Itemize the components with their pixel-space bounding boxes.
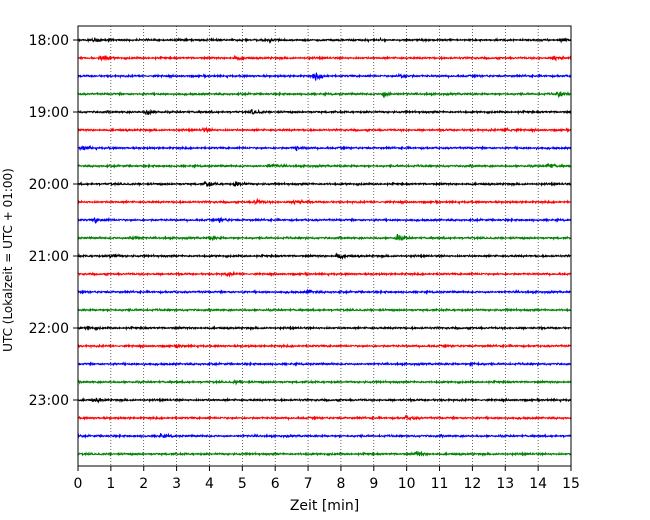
- trace-2000: [77, 180, 572, 188]
- trace-2100: [77, 252, 572, 260]
- trace-2315: [77, 414, 572, 422]
- trace-1900: [77, 108, 572, 116]
- y-axis: 18:00 19:00 20:00 21:00 22:00 23:00: [29, 33, 78, 409]
- x-tick-label-4: 4: [205, 476, 214, 492]
- y-tick-label-2: 20:00: [29, 177, 69, 193]
- x-tick-label-12: 12: [463, 476, 481, 492]
- x-tick-label-8: 8: [336, 476, 345, 492]
- y-tick-label-0: 18:00: [29, 33, 69, 49]
- trace-2200: [77, 325, 572, 332]
- trace-2330: [77, 432, 572, 440]
- y-tick-label-1: 19:00: [29, 105, 69, 121]
- y-tick-label-4: 22:00: [29, 321, 69, 337]
- trace-2015: [77, 197, 572, 206]
- x-tick-label-10: 10: [398, 476, 416, 492]
- trace-2130: [77, 288, 572, 296]
- plot-background: [78, 26, 571, 466]
- trace-2145: [77, 307, 572, 313]
- trace-2345: [77, 450, 572, 458]
- y-axis-label: UTC (Lokalzeit = UTC + 01:00): [1, 168, 15, 352]
- x-tick-label-5: 5: [238, 476, 247, 492]
- y-tick-label-3: 21:00: [29, 249, 69, 265]
- x-tick-label-1: 1: [106, 476, 115, 492]
- x-tick-label-9: 9: [369, 476, 378, 492]
- plot-frame: [77, 25, 572, 467]
- trace-1915: [77, 126, 572, 134]
- trace-2300: [77, 397, 572, 404]
- trace-1945: [77, 162, 572, 170]
- x-tick-label-15: 15: [562, 476, 580, 492]
- plot-area: [78, 26, 571, 466]
- x-tick-label-2: 2: [139, 476, 148, 492]
- x-tick-label-3: 3: [172, 476, 181, 492]
- y-tick-label-5: 23:00: [29, 393, 69, 409]
- x-axis-label: Zeit [min]: [290, 498, 359, 514]
- trace-2245: [77, 378, 572, 386]
- trace-1845: [77, 90, 572, 99]
- trace-2215: [77, 343, 572, 350]
- x-tick-label-14: 14: [529, 476, 547, 492]
- x-tick-label-6: 6: [271, 476, 280, 492]
- trace-1830: [77, 72, 572, 81]
- x-tick-label-11: 11: [431, 476, 449, 492]
- trace-2115: [77, 270, 572, 278]
- x-axis: 0 1 2 3 4 5 6 7 8 9 10 11 12 13 14 15: [74, 466, 580, 492]
- x-tick-label-0: 0: [74, 476, 83, 492]
- trace-1800: [77, 36, 572, 44]
- trace-2030: [77, 216, 572, 224]
- trace-2230: [77, 361, 572, 368]
- trace-1930: [77, 144, 572, 152]
- trace-2045: [77, 233, 572, 242]
- trace-1815: [77, 54, 572, 62]
- x-tick-label-13: 13: [496, 476, 514, 492]
- x-tick-label-7: 7: [304, 476, 313, 492]
- seismic-traces: [77, 36, 572, 458]
